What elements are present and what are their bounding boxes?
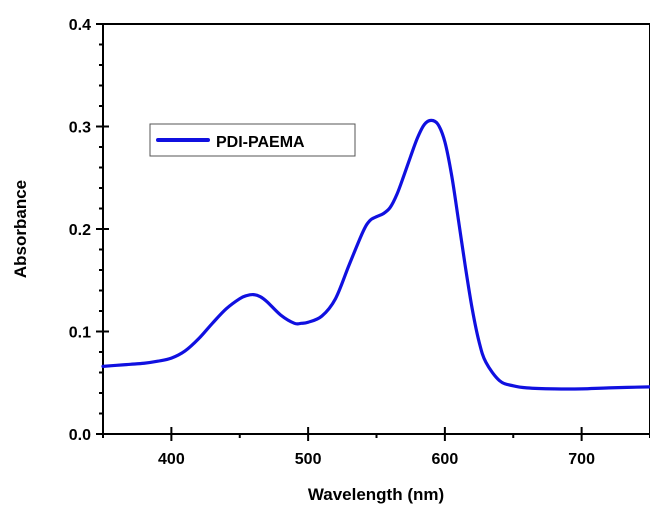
legend-label-pdi-paema: PDI-PAEMA (216, 134, 305, 151)
y-axis-ticks: 0.0 0.1 0.2 0.3 0.4 (69, 17, 109, 444)
y-tick-label: 0.0 (69, 427, 91, 444)
series-layer (101, 118, 650, 391)
x-tick-label: 400 (158, 451, 185, 468)
axes-frame (102, 23, 650, 435)
y-tick-label: 0.4 (69, 17, 91, 34)
x-tick-label: 700 (568, 451, 595, 468)
y-tick-label: 0.1 (69, 325, 91, 342)
series-line-0 (101, 118, 650, 391)
plot-area (102, 23, 650, 435)
y-tick-label: 0.3 (69, 120, 91, 137)
x-axis-title: Wavelength (nm) (308, 485, 444, 504)
y-axis-title: Absorbance (11, 180, 30, 278)
legend: PDI-PAEMA (149, 123, 356, 157)
y-tick-label: 0.2 (69, 222, 91, 239)
x-tick-label: 600 (432, 451, 459, 468)
x-axis-ticks: 400 500 600 700 (102, 427, 650, 468)
x-tick-label: 500 (295, 451, 322, 468)
